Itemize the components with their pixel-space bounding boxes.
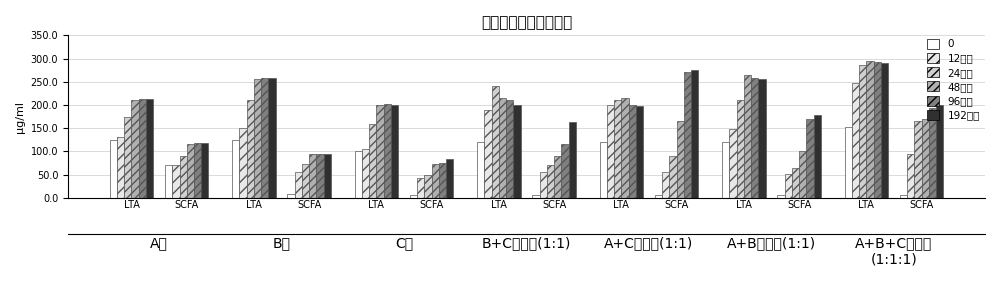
Bar [929,108,936,198]
Bar [554,156,561,198]
Bar [792,168,799,198]
Bar [201,143,208,198]
Bar [677,121,684,198]
Bar [547,165,554,198]
Bar [684,72,691,198]
Bar [268,78,276,198]
Bar [139,99,146,198]
Bar [417,178,424,198]
Bar [439,163,446,198]
Title: 单菌种和多菌发酵对比: 单菌种和多菌发酵对比 [481,15,572,30]
Bar [814,115,821,198]
Bar [636,106,643,198]
Bar [124,117,131,198]
Bar [499,98,506,198]
Bar [744,75,751,198]
Bar [751,78,758,198]
Bar [737,100,744,198]
Bar [881,63,888,198]
Bar [914,121,922,198]
Bar [614,100,621,198]
Bar [806,119,814,198]
Bar [859,65,866,198]
Bar [900,195,907,198]
Bar [131,100,139,198]
Bar [146,99,153,198]
Bar [540,172,547,198]
Bar [600,142,607,198]
Bar [532,195,540,198]
Bar [261,78,268,198]
Bar [506,100,513,198]
Bar [362,149,369,198]
Bar [410,195,417,198]
Bar [722,142,729,198]
Bar [432,164,439,198]
Bar [936,105,943,198]
Bar [172,165,180,198]
Bar [165,165,172,198]
Bar [254,79,261,198]
Bar [424,175,432,198]
Bar [446,159,453,198]
Bar [302,164,309,198]
Bar [513,105,521,198]
Bar [239,128,247,198]
Bar [309,154,316,198]
Bar [569,122,576,198]
Bar [391,105,398,198]
Bar [621,98,629,198]
Bar [316,154,324,198]
Bar [852,83,859,198]
Bar [785,174,792,198]
Bar [777,195,785,198]
Bar [295,172,302,198]
Bar [484,110,492,198]
Bar [369,125,376,198]
Bar [866,61,874,198]
Bar [492,86,499,198]
Bar [758,79,766,198]
Bar [922,119,929,198]
Bar [324,154,331,198]
Bar [874,62,881,198]
Bar [180,156,187,198]
Y-axis label: μg/ml: μg/ml [15,101,25,132]
Bar [117,137,124,198]
Bar [376,105,384,198]
Bar [477,142,484,198]
Bar [232,140,239,198]
Legend: 0, 12小时, 24小时, 48小时, 96小时, 192小时: 0, 12小时, 24小时, 48小时, 96小时, 192小时 [927,39,980,120]
Bar [729,129,737,198]
Bar [247,100,254,198]
Bar [845,127,852,198]
Bar [384,104,391,198]
Bar [187,144,194,198]
Bar [355,151,362,198]
Bar [655,195,662,198]
Bar [669,156,677,198]
Bar [691,70,698,198]
Bar [561,144,569,198]
Bar [194,143,201,198]
Bar [629,105,636,198]
Bar [662,172,669,198]
Bar [907,154,914,198]
Bar [287,194,295,198]
Bar [110,140,117,198]
Bar [799,151,806,198]
Bar [607,105,614,198]
